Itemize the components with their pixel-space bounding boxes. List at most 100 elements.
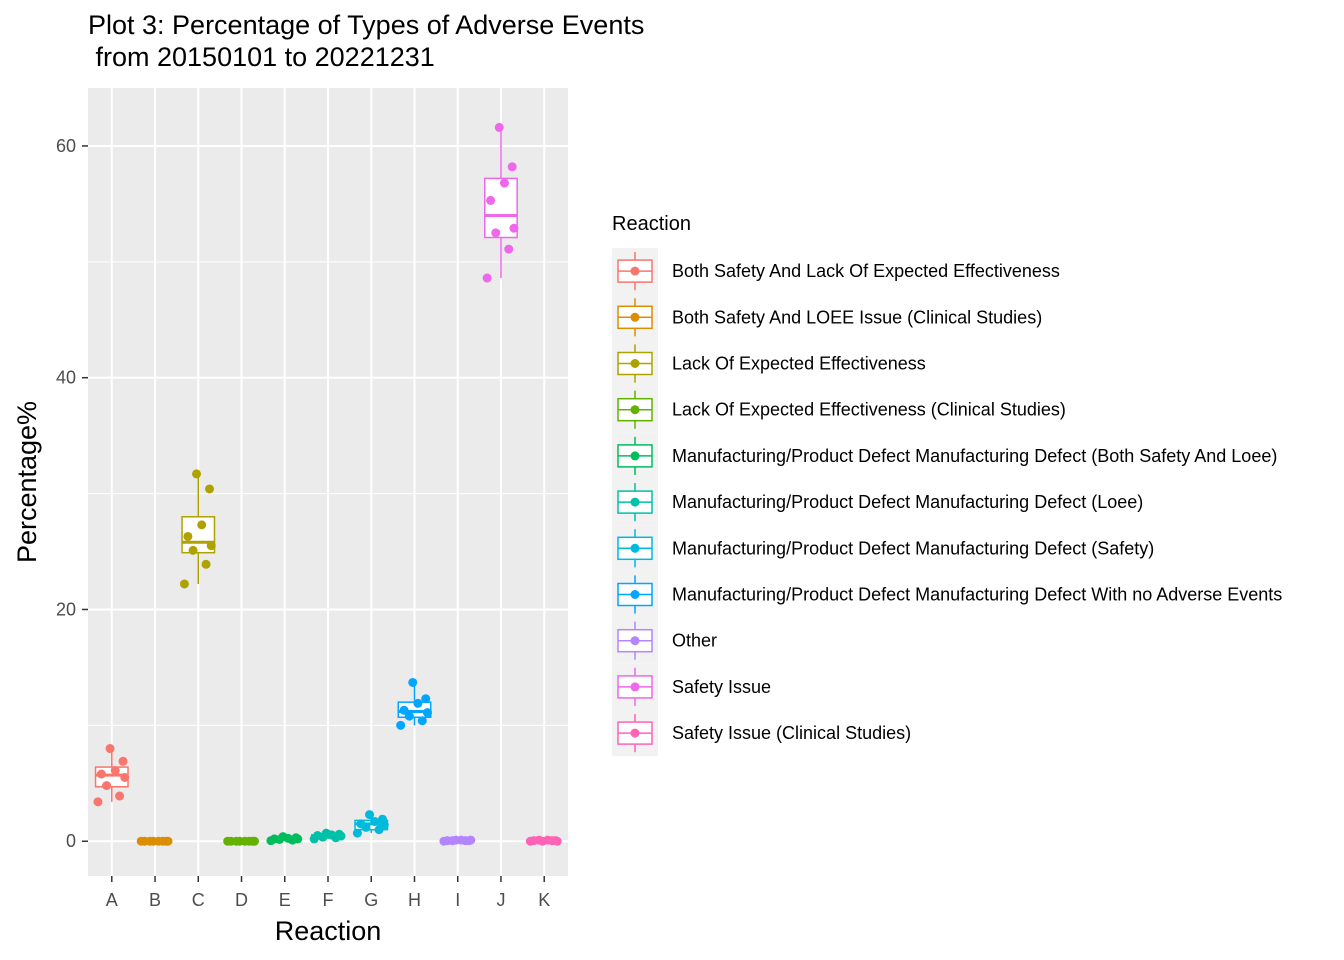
- data-point: [321, 828, 331, 838]
- legend-label: Other: [672, 631, 717, 651]
- boxplot-K: [525, 835, 562, 846]
- data-point: [96, 769, 106, 779]
- chart-title-line-1: Plot 3: Percentage of Types of Adverse E…: [88, 10, 645, 40]
- data-point: [235, 836, 245, 846]
- data-point: [464, 836, 474, 846]
- data-point: [499, 178, 509, 188]
- legend-item-H: Manufacturing/Product Defect Manufacturi…: [612, 571, 1282, 618]
- legend-item-D: Lack Of Expected Effectiveness (Clinical…: [612, 386, 1066, 433]
- legend: Reaction Both Safety And Lack Of Expecte…: [612, 213, 1282, 757]
- boxplot-B: [136, 836, 173, 846]
- data-point: [102, 781, 112, 791]
- y-tick-label: 60: [56, 136, 76, 156]
- boxplot-G: [352, 810, 389, 838]
- x-tick-label: A: [106, 890, 118, 910]
- data-point: [421, 694, 431, 704]
- data-point: [352, 828, 362, 838]
- data-point: [413, 698, 423, 708]
- y-tick-label: 40: [56, 368, 76, 388]
- x-axis-title: Reaction: [275, 916, 382, 946]
- data-point: [291, 833, 301, 843]
- data-point: [365, 810, 375, 820]
- legend-key-point: [630, 497, 640, 507]
- legend-label: Manufacturing/Product Defect Manufacturi…: [672, 538, 1154, 558]
- x-tick-label: G: [364, 890, 378, 910]
- legend-key-point: [630, 636, 640, 646]
- boxplot-C: [179, 469, 216, 589]
- data-point: [370, 817, 380, 827]
- x-tick-label: H: [408, 890, 421, 910]
- data-point: [206, 541, 216, 551]
- legend-item-J: Safety Issue: [612, 663, 771, 710]
- data-point: [537, 836, 547, 846]
- gridlines: [88, 88, 568, 876]
- boxplot-A: [93, 744, 130, 807]
- legend-item-B: Both Safety And LOEE Issue (Clinical Stu…: [612, 294, 1042, 341]
- axes: 0 20 40 60 A B C D E F G H I J K: [56, 136, 550, 910]
- data-point: [486, 195, 496, 205]
- data-point: [201, 559, 211, 569]
- legend-key-point: [630, 359, 640, 368]
- y-tick-label: 0: [66, 831, 76, 851]
- data-point: [529, 836, 539, 846]
- data-point: [399, 705, 409, 715]
- x-tick-label: J: [496, 890, 505, 910]
- data-point: [192, 469, 202, 479]
- data-point: [408, 677, 418, 687]
- y-axis-title: Percentage%: [12, 401, 42, 563]
- legend-label: Manufacturing/Product Defect Manufacturi…: [672, 492, 1143, 512]
- x-tick-label: E: [279, 890, 291, 910]
- data-point: [442, 836, 452, 846]
- data-point: [494, 122, 504, 132]
- data-point: [161, 836, 171, 846]
- data-point: [507, 162, 517, 172]
- data-point: [148, 836, 158, 846]
- legend-label: Lack Of Expected Effectiveness (Clinical…: [672, 400, 1066, 420]
- data-point: [504, 244, 514, 254]
- legend-item-A: Both Safety And Lack Of Expected Effecti…: [612, 248, 1060, 295]
- data-point: [269, 834, 279, 844]
- legend-key-point: [630, 451, 640, 461]
- x-tick-label: I: [455, 890, 460, 910]
- data-point: [404, 711, 414, 721]
- legend-key-point: [630, 405, 640, 415]
- data-point: [179, 579, 189, 589]
- x-tick-label: D: [235, 890, 248, 910]
- data-point: [226, 836, 236, 846]
- data-point: [313, 830, 323, 840]
- data-point: [377, 814, 387, 824]
- data-point: [197, 520, 207, 530]
- legend-label: Safety Issue (Clinical Studies): [672, 723, 911, 743]
- legend-key-point: [630, 728, 640, 738]
- legend-key-point: [630, 266, 640, 276]
- legend-key-point: [630, 590, 640, 599]
- data-point: [334, 829, 344, 839]
- x-tick-label: B: [149, 890, 161, 910]
- legend-title: Reaction: [612, 213, 691, 235]
- legend-label: Lack Of Expected Effectiveness: [672, 354, 926, 374]
- data-point: [183, 531, 193, 541]
- legend-item-C: Lack Of Expected Effectiveness: [612, 340, 926, 387]
- data-point: [93, 797, 103, 807]
- legend-label: Manufacturing/Product Defect Manufacturi…: [672, 585, 1282, 605]
- boxplot-E: [266, 832, 303, 846]
- data-layer: [93, 122, 562, 846]
- data-point: [205, 484, 215, 494]
- legend-label: Safety Issue: [672, 677, 771, 697]
- legend-key-point: [630, 312, 640, 322]
- legend-label: Both Safety And Lack Of Expected Effecti…: [672, 261, 1060, 281]
- x-tick-label: F: [323, 890, 334, 910]
- x-tick-label: C: [192, 890, 205, 910]
- data-point: [120, 773, 130, 782]
- data-point: [509, 223, 519, 233]
- data-point: [356, 819, 366, 829]
- x-tick-label: K: [538, 890, 550, 910]
- boxplot-I: [439, 835, 476, 846]
- data-point: [140, 836, 150, 846]
- data-point: [115, 791, 125, 801]
- legend-key-point: [630, 543, 640, 553]
- legend-key-point: [630, 682, 640, 692]
- data-point: [417, 716, 427, 726]
- chart-title-line-2: from 20150101 to 20221231: [88, 42, 435, 72]
